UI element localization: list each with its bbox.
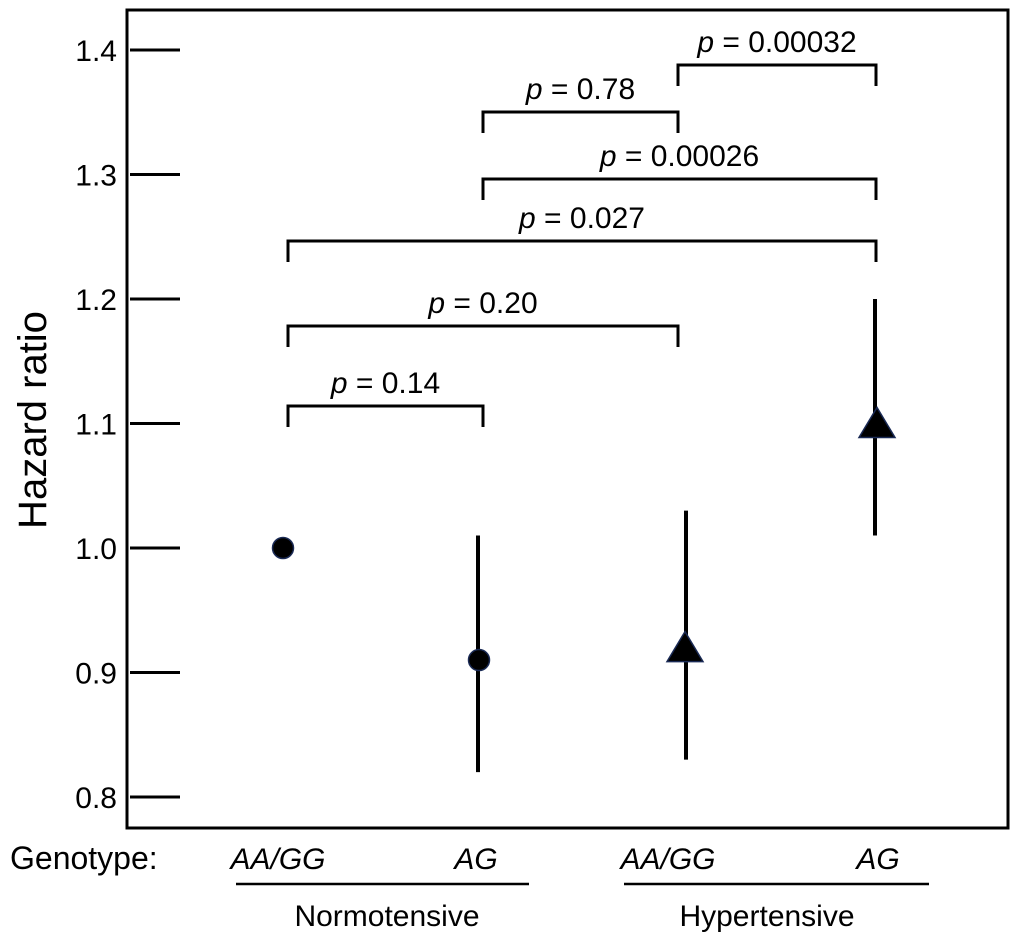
p-symbol: p [330, 367, 348, 400]
group-label: Hypertensive [679, 900, 854, 933]
y-tick-label: 1.4 [75, 35, 117, 68]
y-tick-label: 1.0 [75, 533, 117, 566]
p-value-label: p = 0.027 [518, 202, 645, 235]
group-labels: Normotensive Hypertensive [236, 882, 929, 933]
comparison-bracket [481, 110, 680, 133]
genotype-category-label: AG [452, 843, 497, 876]
comparison-bracket [286, 324, 680, 347]
p-value-label: p = 0.20 [427, 287, 537, 320]
genotype-category-label: AA/GG [618, 843, 715, 876]
group-label: Normotensive [294, 900, 479, 933]
p-symbol: p [427, 287, 445, 320]
genotype-category-label: AG [854, 843, 899, 876]
comparison-bracket [286, 239, 878, 262]
y-tick-label: 1.1 [75, 409, 117, 442]
hazard-ratio-point [665, 630, 705, 663]
p-symbol: p [518, 202, 536, 235]
p-value: = 0.78 [543, 73, 636, 106]
comparison-bracket [481, 177, 878, 200]
p-value-label: p = 0.00026 [599, 140, 759, 173]
p-value-label: p = 0.14 [330, 367, 440, 400]
comparison-bracket [286, 404, 485, 427]
p-symbol: p [696, 26, 714, 59]
p-value: = 0.00026 [617, 140, 760, 173]
p-value: = 0.027 [536, 202, 645, 235]
p-symbol: p [525, 73, 543, 106]
p-value: = 0.00032 [714, 26, 857, 59]
genotype-label: Genotype: [10, 840, 158, 876]
p-value-label: p = 0.00032 [696, 26, 856, 59]
y-axis-label: Hazard ratio [11, 311, 55, 529]
y-tick-label: 1.3 [75, 160, 117, 193]
p-value-label: p = 0.78 [525, 73, 635, 106]
genotype-category-label: AA/GG [228, 843, 325, 876]
hazard-ratio-point [467, 648, 491, 672]
plot-frame [125, 8, 1010, 830]
hazard-ratio-point [271, 536, 295, 560]
x-categories: AA/GG AG AA/GG AG [228, 843, 899, 876]
y-tick-label: 0.8 [75, 782, 117, 815]
p-value: = 0.14 [348, 367, 441, 400]
y-ticks: 0.8 0.9 1.0 1.1 1.2 1.3 1.4 [75, 35, 180, 815]
y-tick-label: 0.9 [75, 658, 117, 691]
comparison-bracket [676, 63, 878, 86]
y-tick-label: 1.2 [75, 284, 117, 317]
data-points [271, 299, 897, 773]
p-value: = 0.20 [445, 287, 538, 320]
hazard-ratio-point [857, 406, 897, 439]
p-symbol: p [599, 140, 617, 173]
